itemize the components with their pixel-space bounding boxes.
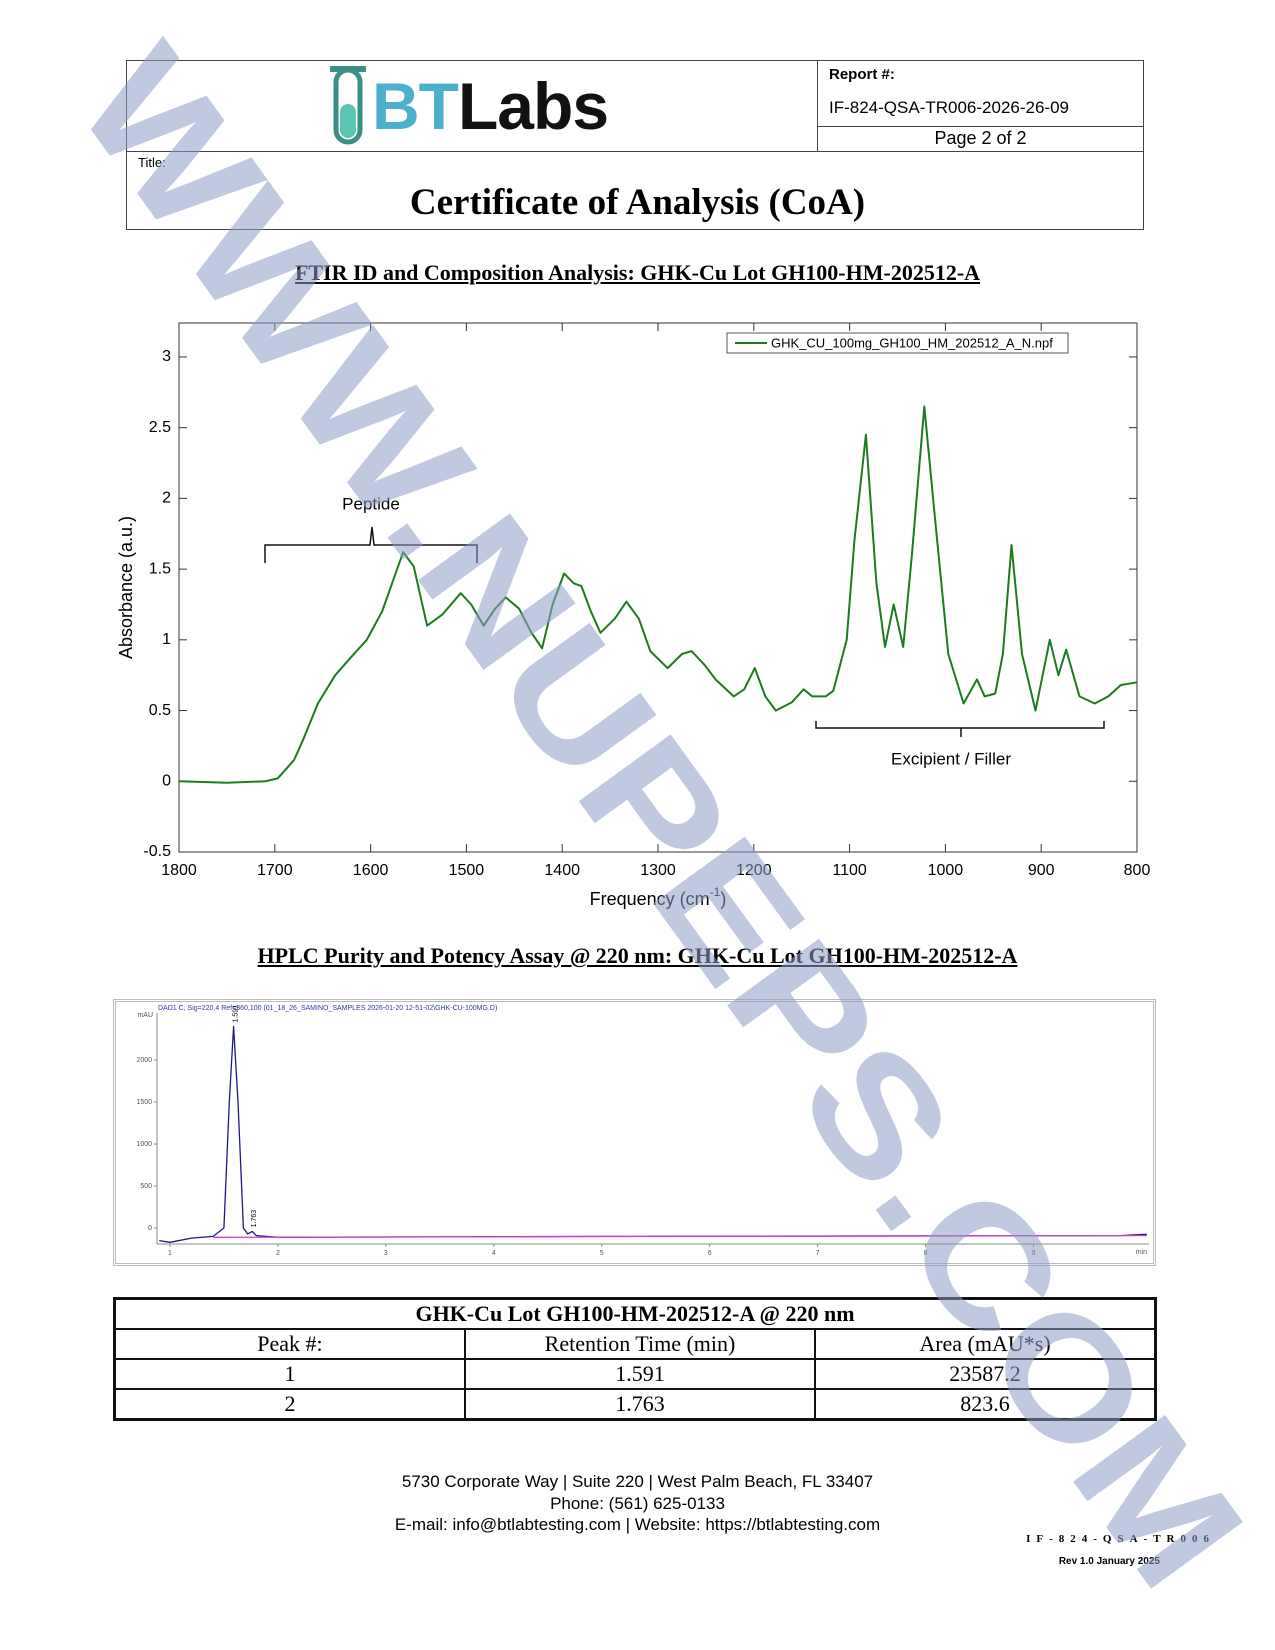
- report-label: Report #:: [829, 66, 895, 83]
- y-tick-label: 1.5: [149, 560, 171, 577]
- column-header: Peak #:: [113, 1328, 466, 1360]
- x-tick-label: 1000: [928, 862, 964, 879]
- y-unit: mAU: [137, 1012, 153, 1019]
- cell: 823.6: [814, 1388, 1157, 1421]
- legend-box: [726, 332, 1069, 354]
- bracket: [815, 721, 1105, 737]
- y-tick-label: 2: [162, 490, 171, 507]
- annotation: Excipient / Filler: [891, 749, 1011, 768]
- y-tick-label: 3: [162, 348, 171, 365]
- y-tick-label: 500: [140, 1183, 152, 1190]
- y-axis-label: Absorbance (a.u.): [116, 516, 136, 659]
- x-axis-label: ): [720, 889, 726, 909]
- x-tick-label: 1700: [257, 862, 293, 879]
- x-tick-label: 7: [816, 1250, 820, 1257]
- x-tick-label: 1600: [353, 862, 389, 879]
- title-label: Title:: [138, 155, 166, 170]
- peak-label: 1.763: [251, 1210, 258, 1228]
- y-tick-label: 0: [162, 772, 171, 789]
- table-title: GHK-Cu Lot GH100-HM-202512-A @ 220 nm: [113, 1297, 1157, 1330]
- document-title: Certificate of Analysis (CoA): [409, 182, 866, 223]
- bracket: [264, 526, 478, 563]
- divider: [126, 151, 1144, 152]
- section-heading: HPLC Purity and Potency Assay @ 220 nm: …: [257, 943, 1018, 968]
- logo-text: BT: [372, 69, 459, 143]
- logo-text: Labs: [457, 69, 609, 143]
- y-tick-label: 2.5: [149, 419, 171, 436]
- data-line: [213, 1234, 1147, 1238]
- x-tick-label: 5: [600, 1250, 604, 1257]
- cell: 1.763: [464, 1388, 816, 1421]
- annotation: Peptide: [342, 494, 400, 513]
- address: 5730 Corporate Way | Suite 220 | West Pa…: [401, 1472, 874, 1491]
- x-tick-label: 2: [276, 1250, 280, 1257]
- section-heading: FTIR ID and Composition Analysis: GHK-Cu…: [294, 260, 981, 285]
- contact: E-mail: info@btlabtesting.com | Website:…: [394, 1515, 881, 1534]
- x-tick-label: 900: [1028, 862, 1055, 879]
- divider: [817, 126, 1144, 127]
- y-tick-label: -0.5: [143, 843, 171, 860]
- x-tick-label: 1800: [161, 862, 197, 879]
- x-axis-label: Frequency (cm-1): [590, 885, 727, 909]
- logo: BTLabs: [372, 68, 609, 144]
- x-tick-label: 3: [384, 1250, 388, 1257]
- x-axis-label: -1: [710, 885, 721, 899]
- cell: 1.591: [464, 1358, 816, 1390]
- chart-header: DAD1 C, Sig=220,4 Ref=360,100 (01_18_26_…: [158, 1005, 497, 1012]
- column-header: Area (mAU*s): [814, 1328, 1157, 1360]
- cell: 1: [113, 1358, 466, 1390]
- y-tick-label: 1000: [136, 1141, 152, 1148]
- peak-label: 1.591: [233, 1005, 240, 1023]
- x-tick-label: 1400: [544, 862, 580, 879]
- x-tick-label: 1200: [736, 862, 772, 879]
- logo-icon: [330, 66, 366, 145]
- watermark: WWW.NUPEPS.COM: [43, 15, 1275, 1620]
- y-tick-label: 2000: [136, 1057, 152, 1064]
- data-line: [178, 405, 1138, 784]
- chromatogram-frame: [113, 999, 1156, 1266]
- x-tick-label: 800: [1124, 862, 1151, 879]
- form-code: IF-824-QSA-TR006: [1026, 1533, 1215, 1545]
- column-header: Retention Time (min): [464, 1328, 816, 1360]
- report-number: IF-824-QSA-TR006-2026-26-09: [829, 98, 1070, 117]
- x-tick-label: 9: [1032, 1250, 1036, 1257]
- x-tick-label: 1500: [449, 862, 485, 879]
- x-tick-label: 1: [168, 1250, 172, 1257]
- y-tick-label: 1500: [136, 1099, 152, 1106]
- x-axis-label: Frequency (cm: [590, 889, 710, 909]
- y-tick-label: 0: [148, 1225, 152, 1232]
- results-table: GHK-Cu Lot GH100-HM-202512-A @ 220 nm Pe…: [113, 1297, 1157, 1421]
- page-number: Page 2 of 2: [934, 128, 1027, 148]
- revision: Rev 1.0 January 2025: [1058, 1556, 1160, 1567]
- divider: [817, 60, 818, 151]
- x-tick-label: 1300: [640, 862, 676, 879]
- y-tick-label: 0.5: [149, 702, 171, 719]
- x-tick-label: 4: [492, 1250, 496, 1257]
- y-tick-label: 1: [162, 631, 171, 648]
- phone: Phone: (561) 625-0133: [550, 1494, 725, 1513]
- header-box: [126, 60, 1144, 230]
- cell: 2: [113, 1388, 466, 1421]
- x-tick-label: 1100: [832, 862, 867, 879]
- cell: 23587.2: [814, 1358, 1157, 1390]
- x-tick-label: 6: [708, 1250, 712, 1257]
- legend-label: GHK_CU_100mg_GH100_HM_202512_A_N.npf: [771, 335, 1053, 350]
- x-tick-label: 8: [924, 1250, 928, 1257]
- x-unit: min: [1136, 1249, 1147, 1256]
